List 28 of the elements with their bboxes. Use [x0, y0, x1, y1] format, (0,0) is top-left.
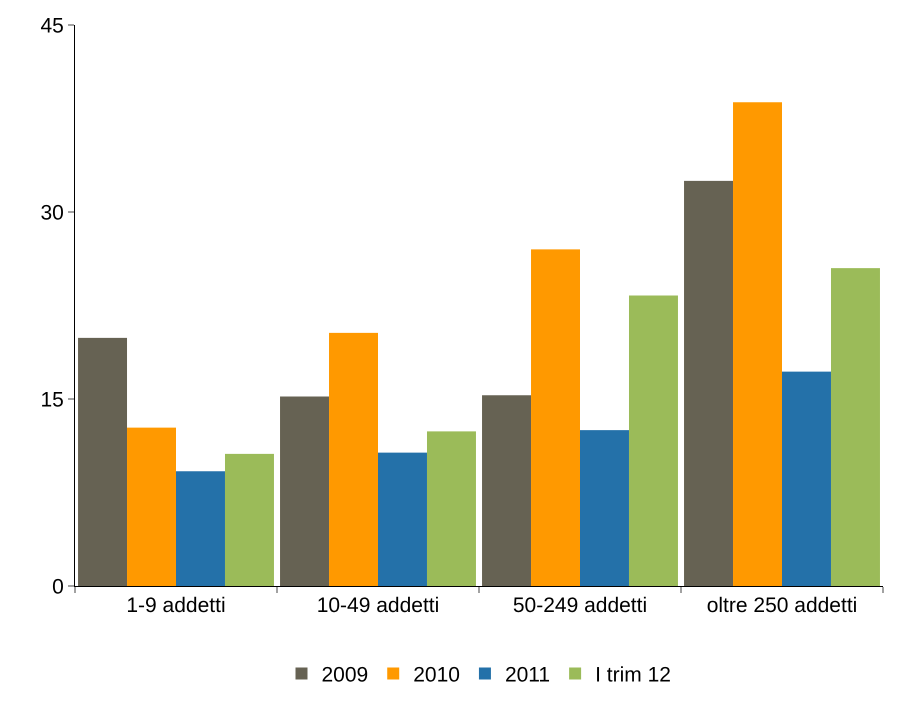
bar	[426, 431, 476, 586]
legend-label: 2011	[504, 664, 550, 687]
x-tick-label: 1-9 addetti	[126, 594, 226, 618]
bar	[224, 454, 274, 586]
y-tick-label: 0	[52, 575, 64, 598]
bar	[176, 471, 225, 586]
bar	[733, 102, 782, 586]
y-tick-label: 30	[40, 201, 64, 224]
bar	[329, 332, 378, 586]
legend-label: I trim 12	[595, 664, 671, 687]
bar	[580, 430, 629, 586]
x-tick-label: 50-249 addetti	[512, 594, 648, 618]
bar	[482, 395, 532, 586]
bar	[280, 396, 330, 586]
bar	[782, 372, 831, 586]
bar	[531, 249, 580, 586]
y-tick-label: 15	[40, 388, 64, 412]
x-tick-label: oltre 250 addetti	[706, 594, 858, 618]
bar	[78, 338, 128, 586]
y-tick-label: 45	[40, 14, 64, 38]
bar	[378, 452, 427, 586]
legend-label: 2010	[413, 664, 460, 687]
bar	[628, 296, 678, 586]
bar	[127, 428, 176, 586]
bar	[684, 180, 734, 586]
bar	[830, 268, 880, 586]
x-tick-label: 10-49 addetti	[316, 594, 440, 618]
legend-label: 2009	[322, 664, 368, 687]
